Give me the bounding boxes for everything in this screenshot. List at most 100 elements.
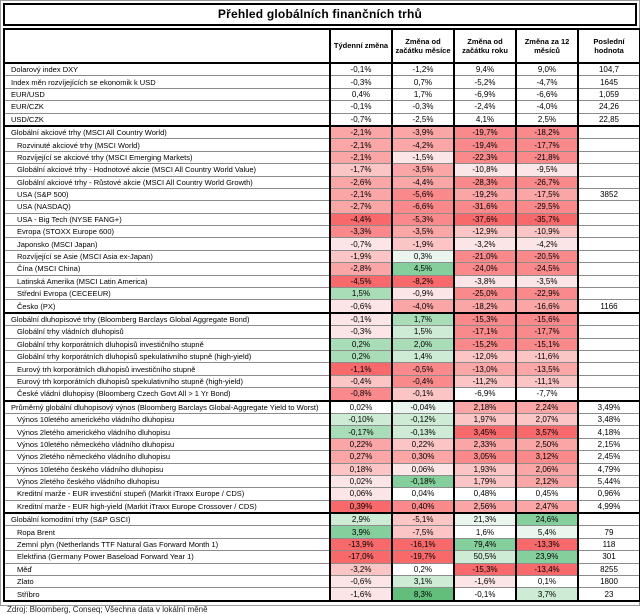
value-cell: -2,1% [329,124,393,140]
table-row: USD/CZK -0,7% -2,5% 4,1% 2,5% 22,85 [3,112,640,127]
value-cell: -3,2% [453,237,517,251]
value-cell: -5,1% [391,512,455,527]
value-cell: -4,4% [391,175,455,189]
value-cell: -0,04% [391,399,455,414]
value-cell: -3,5% [391,163,455,177]
value-cell: -2,8% [329,262,393,276]
value-cell: -7,5% [391,525,455,539]
value-cell: -0,3% [329,325,393,339]
value-cell: 5,4% [515,525,579,539]
value-cell: -10,8% [453,163,517,177]
value-cell: -17,7% [515,325,579,339]
last-value-cell [577,150,640,165]
last-value-cell [577,274,640,289]
last-value-cell: 8255 [577,562,640,577]
row-label: Globální trhy vládních dluhopisů [3,325,331,339]
value-cell: 0,2% [329,337,393,352]
table-row: Globální akciové trhy - Hodnotové akcie … [3,163,640,177]
value-cell: 23,9% [515,550,579,564]
value-cell: -24,0% [453,262,517,276]
value-cell: -4,2% [391,138,455,152]
value-cell: -0,1% [329,311,393,327]
value-cell: -5,2% [453,75,517,89]
value-cell: -13,0% [453,362,517,376]
last-value-cell: 4,99% [577,499,640,514]
table-row: Elektřina (Germany Power Baseload Forwar… [3,550,640,564]
table-row: České vládní dluhopisy (Bloomberg Czech … [3,387,640,402]
table-row: Zlato -0,6% 3,1% -1,6% 0,1% 1800 [3,574,640,589]
value-cell: 2,07% [515,412,579,427]
value-cell: -6,9% [453,87,517,102]
last-value-cell [577,200,640,214]
table-row: Měď -3,2% 0,2% -15,3% -13,4% 8255 [3,562,640,577]
value-cell: 2,0% [391,337,455,352]
table-row: Evropa (STOXX Europe 600) -3,3% -3,5% -12,9… [3,225,640,239]
value-cell: 0,06% [391,462,455,476]
value-cell: 3,57% [515,425,579,439]
value-cell: -10,9% [515,225,579,239]
row-label: Výnos 10letého amerického vládního dluho… [3,412,331,427]
value-cell: -11,1% [515,374,579,389]
table-row: Kreditní marže - EUR high-yield (Markit … [3,499,640,514]
markets-table: Týdenní změna Změna od začátku měsíce Změn… [3,28,640,602]
value-cell: -7,7% [515,387,579,402]
value-cell: -4,2% [515,237,579,251]
value-cell: -2,1% [329,187,393,202]
value-cell: -0,5% [391,362,455,376]
table-row: Rozvíjející se Asie (MSCI Asia ex-Japan)… [3,249,640,264]
last-value-cell [577,512,640,527]
value-cell: 4,1% [453,112,517,127]
header-row: Týdenní změna Změna od začátku měsíce Změn… [3,28,640,64]
value-cell: 1,5% [329,287,393,301]
table-row: USA (S&P 500) -2,1% -5,6% -19,2% -17,5% 3852 [3,187,640,202]
last-value-cell: 79 [577,525,640,539]
page-title: Přehled globálních finančních trhů [3,3,637,26]
last-value-cell: 24,26 [577,100,640,114]
table-row: Globální trhy korporátních dluhopisů inv… [3,337,640,352]
value-cell: 3,1% [391,574,455,589]
value-cell: -28,3% [453,175,517,189]
value-cell: 0,02% [329,474,393,489]
value-cell: -0,1% [329,62,393,77]
value-cell: -0,3% [329,75,393,89]
last-value-cell [577,138,640,152]
value-cell: -22,3% [453,150,517,165]
row-label: Rozvíjející se akciové trhy (MSCI Emergi… [3,150,331,165]
value-cell: -21,0% [453,249,517,264]
row-label: Japonsko (MSCI Japan) [3,237,331,251]
value-cell: -13,3% [515,537,579,552]
value-cell: -29,5% [515,200,579,214]
last-value-cell [577,124,640,140]
value-cell: -20,5% [515,249,579,264]
row-label: Globální trhy korporátních dluhopisů inv… [3,337,331,352]
value-cell: -1,6% [453,574,517,589]
value-cell: 79,4% [453,537,517,552]
value-cell: -4,4% [329,212,393,227]
table-row: Čína (MSCI China) -2,8% 4,5% -24,0% -24,5% [3,262,640,276]
value-cell: -4,7% [515,75,579,89]
value-cell: -9,5% [515,163,579,177]
value-cell: 0,40% [391,499,455,514]
value-cell: -2,6% [329,175,393,189]
value-cell: -1,1% [329,362,393,376]
last-value-cell: 23 [577,587,640,602]
value-cell: -18,2% [453,299,517,314]
value-cell: -17,7% [515,138,579,152]
value-cell: -4,5% [329,274,393,289]
row-label: Průměrný globální dluhopisový výnos (Blo… [3,399,331,414]
value-cell: 2,12% [515,474,579,489]
row-label: Index měn rozvíjejících se ekonomik k US… [3,75,331,89]
value-cell: 1,79% [453,474,517,489]
table-row: EUR/USD 0,4% 1,7% -6,9% -6,6% 1,059 [3,87,640,102]
table-row: Střední Evropa (CECEEUR) 1,5% -0,9% -25,0% -… [3,287,640,301]
value-cell: -12,9% [453,225,517,239]
row-label: Čína (MSCI China) [3,262,331,276]
table-row: Průměrný globální dluhopisový výnos (Blo… [3,399,640,414]
value-cell: -11,2% [453,374,517,389]
value-cell: 0,22% [329,437,393,452]
last-value-cell [577,362,640,376]
row-label-header [3,28,331,64]
value-cell: 2,47% [515,499,579,514]
value-cell: -0,8% [329,387,393,402]
value-cell: -0,17% [329,425,393,439]
